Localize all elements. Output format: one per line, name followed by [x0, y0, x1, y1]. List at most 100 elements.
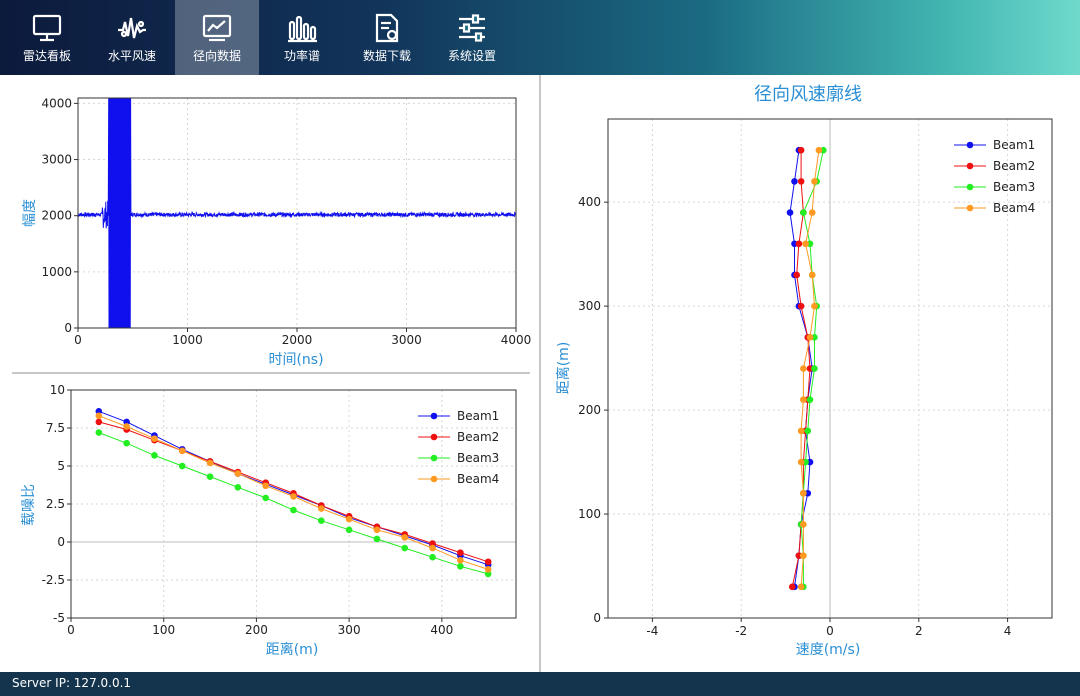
nav-label: 径向数据 [192, 49, 241, 63]
y-tick-label: -2.5 [42, 573, 65, 587]
data-point [797, 583, 805, 591]
data-point [806, 334, 814, 341]
data-point [95, 407, 103, 415]
y-tick-label: 400 [578, 195, 601, 209]
data-point [206, 459, 214, 467]
data-point [373, 526, 381, 534]
y-tick-label: 2.5 [46, 497, 65, 511]
x-tick-label: 2 [915, 624, 923, 638]
nav-item-system-settings[interactable]: 系统设置 [430, 0, 514, 75]
tick-labels: 0 100 200 300 400 -5 -2.5 0 2.5 5 7.5 10 [42, 383, 454, 637]
legend: Beam1 Beam2 Beam3 Beam4 [954, 138, 1035, 215]
y-tick-label: -5 [53, 611, 65, 625]
y-tick-label: 200 [578, 403, 601, 417]
data-point [786, 209, 794, 216]
data-point [206, 473, 214, 480]
y-tick-label: 100 [578, 507, 601, 521]
data-point [484, 570, 492, 578]
x-tick-label: 3000 [391, 333, 422, 347]
series-beam4 [797, 146, 823, 591]
data-point [797, 178, 805, 185]
nav-item-horizontal-wind[interactable]: 水平风速 [90, 0, 174, 75]
data-point [318, 517, 325, 525]
data-point [345, 515, 353, 523]
data-point [123, 418, 130, 426]
amplitude-time-chart: 0 1000 2000 3000 4000 0 1000 2000 3000 4000 时间(ns… [22, 96, 532, 368]
nav-label: 数据下载 [362, 49, 411, 63]
data-point [797, 146, 805, 154]
data-point [808, 271, 816, 279]
data-point [457, 563, 464, 570]
x-tick-label: 0 [826, 624, 834, 638]
data-point [429, 544, 436, 552]
legend-marker [966, 204, 974, 212]
grid [70, 389, 516, 619]
x-tick-label: 300 [338, 623, 361, 637]
legend-marker [430, 412, 438, 420]
tick-labels: -4 -2 0 2 4 0 100 200 300 400 [578, 195, 1011, 638]
nav-item-data-download[interactable]: 数据下载 [345, 0, 429, 75]
data-point [151, 435, 158, 442]
y-tick-label: 0 [593, 611, 601, 625]
server-ip-label: Server IP: 127.0.0.1 [12, 676, 132, 690]
data-point [151, 452, 158, 459]
series-group [95, 407, 492, 578]
radial-wind-profile-chart: 径向风速廓线 -4 -2 0 2 4 0 100 200 300 400 Beam1Beam2Be… [555, 84, 1053, 658]
data-point [123, 423, 130, 430]
data-point [791, 178, 798, 185]
x-tick-label: 4 [1004, 624, 1012, 638]
data-point [800, 521, 807, 528]
data-point [457, 549, 464, 556]
x-tick-label: 100 [152, 623, 175, 637]
wave-icon [118, 17, 146, 39]
legend-label: Beam3 [993, 180, 1035, 194]
y-tick-label: 7.5 [46, 421, 65, 435]
y-tick-label: 0 [57, 535, 65, 549]
status-bar: Server IP: 127.0.0.1 [0, 672, 1080, 696]
data-point [484, 566, 492, 573]
data-point [401, 534, 409, 541]
y-tick-label: 3000 [41, 153, 72, 167]
nav-item-radar-dashboard[interactable]: 雷达看板 [5, 0, 89, 75]
monitor-icon [32, 14, 62, 42]
y-tick-label: 300 [578, 299, 601, 313]
sliders-icon [459, 14, 485, 42]
legend-label: Beam3 [457, 451, 499, 465]
download-file-icon [375, 13, 399, 43]
data-point [797, 302, 805, 310]
legend-label: Beam4 [457, 472, 499, 486]
data-point [811, 365, 818, 372]
signal-line [77, 97, 517, 329]
data-point [401, 544, 409, 552]
legend-marker [966, 183, 974, 191]
y-tick-label: 0 [64, 321, 72, 335]
chart-title: 径向风速廓线 [754, 84, 862, 105]
nav-label: 水平风速 [107, 49, 156, 63]
x-tick-label: -4 [646, 624, 658, 638]
y-tick-label: 1000 [41, 265, 72, 279]
y-tick-label: 5 [57, 459, 65, 473]
x-tick-label: 2000 [282, 333, 313, 347]
y-axis-label: 载噪比 [21, 484, 37, 526]
x-tick-label: 0 [74, 333, 82, 347]
data-point [345, 526, 353, 534]
y-tick-label: 2000 [41, 209, 72, 223]
panel-divider-vertical [539, 75, 541, 672]
nav-item-radial-data[interactable]: 径向数据 [175, 0, 259, 75]
data-point [811, 302, 818, 310]
signal-series [77, 97, 517, 329]
data-point [290, 493, 297, 500]
data-point [804, 427, 812, 435]
data-point [815, 146, 823, 154]
data-point [429, 540, 436, 547]
signal-burst [108, 98, 124, 328]
x-axis-label: 速度(m/s) [796, 642, 861, 658]
data-point [800, 552, 807, 559]
x-tick-label: 400 [430, 623, 453, 637]
data-point [95, 412, 103, 420]
y-axis-label: 距离(m) [555, 342, 572, 395]
series-beam4 [95, 412, 492, 573]
x-tick-label: 4000 [501, 333, 532, 347]
nav-item-power-spectrum[interactable]: 功率谱 [260, 0, 344, 75]
x-tick-label: -2 [735, 624, 747, 638]
